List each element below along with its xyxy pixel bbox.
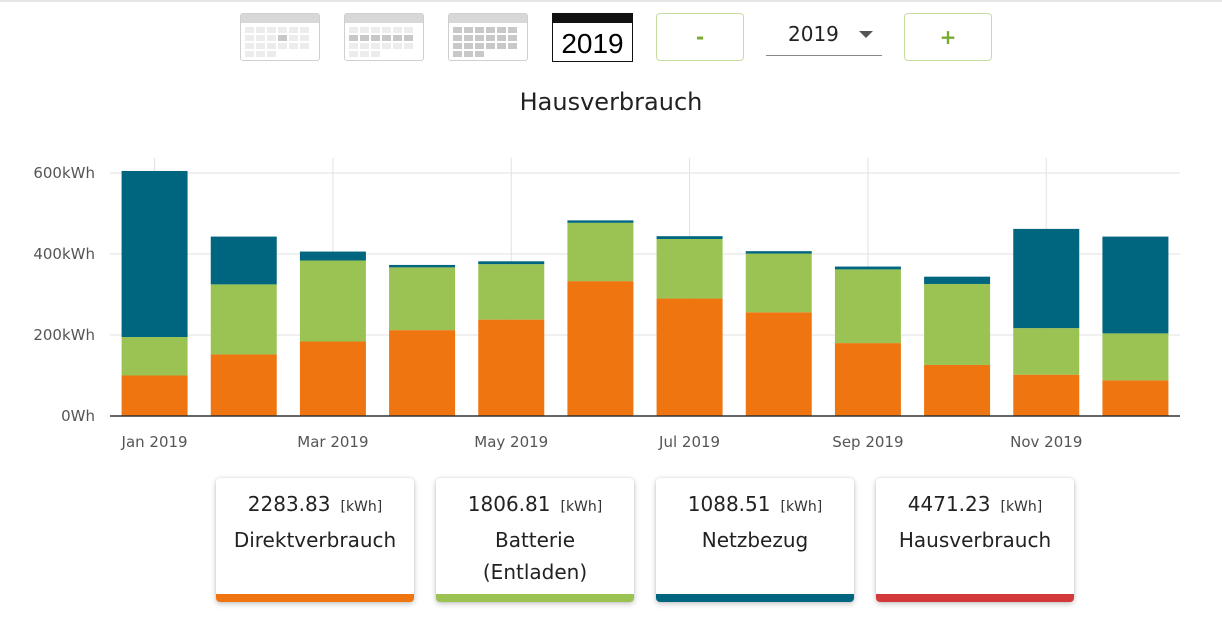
year-view-calendar-icon[interactable]: 2019 xyxy=(552,13,633,62)
bar-netzbezug xyxy=(121,170,188,338)
next-year-button[interactable]: + xyxy=(904,13,992,61)
bar-netzbezug xyxy=(389,264,456,268)
bar-direktverbrauch xyxy=(389,330,456,416)
bar-direktverbrauch xyxy=(1102,380,1169,416)
bar-direktverbrauch xyxy=(924,364,991,416)
card-color-bar xyxy=(436,594,634,602)
card-value: 1088.51 xyxy=(687,492,771,516)
bar-direktverbrauch xyxy=(210,354,277,416)
bar-batterie-entladen xyxy=(834,269,901,344)
bar-batterie-entladen xyxy=(478,264,545,320)
bar-direktverbrauch xyxy=(478,319,545,416)
year-select[interactable]: 2019 xyxy=(766,14,882,56)
summary-card-netzbezug: 1088.51 [kWh] Netzbezug xyxy=(656,478,854,602)
x-tick-label: Jul 2019 xyxy=(658,433,720,451)
bar-netzbezug xyxy=(924,276,991,284)
bar-direktverbrauch xyxy=(656,298,723,416)
year-icon-label: 2019 xyxy=(561,28,624,59)
x-tick-label: Nov 2019 xyxy=(1010,433,1082,451)
calendar-cap xyxy=(553,14,632,23)
x-tick-label: Jan 2019 xyxy=(121,433,188,451)
bar-direktverbrauch xyxy=(834,343,901,416)
card-label: Netzbezug xyxy=(701,528,809,552)
card-color-bar xyxy=(656,594,854,602)
card-value: 2283.83 xyxy=(247,492,331,516)
week-view-calendar-icon[interactable] xyxy=(344,13,424,61)
bar-netzbezug xyxy=(299,251,366,261)
bar-direktverbrauch xyxy=(567,281,634,416)
summary-card-hausverbrauch: 4471.23 [kWh] Hausverbrauch xyxy=(876,478,1074,602)
y-tick-label: 400kWh xyxy=(33,245,95,263)
bar-batterie-entladen xyxy=(656,239,723,299)
chevron-down-icon xyxy=(859,31,873,38)
y-tick-label: 600kWh xyxy=(33,164,95,182)
card-unit: [kWh] xyxy=(560,499,603,515)
top-divider xyxy=(0,0,1222,2)
previous-year-button[interactable]: - xyxy=(656,13,744,61)
x-tick-label: Mar 2019 xyxy=(297,433,368,451)
card-value: 1806.81 xyxy=(467,492,551,516)
bar-batterie-entladen xyxy=(924,283,991,365)
bar-netzbezug xyxy=(1013,228,1080,329)
year-select-value: 2019 xyxy=(788,22,839,46)
stacked-bar-chart: 0Wh 200kWh 400kWh 600kWh Jan 2019 Mar 2019 May… xyxy=(33,158,1180,451)
bar-netzbezug xyxy=(567,220,634,223)
card-unit: [kWh] xyxy=(780,499,823,515)
card-label: Direktverbrauch xyxy=(233,528,397,552)
month-view-calendar-icon[interactable] xyxy=(448,13,528,61)
card-color-bar xyxy=(876,594,1074,602)
bar-batterie-entladen xyxy=(299,260,366,342)
bar-netzbezug xyxy=(210,236,277,285)
x-tick-label: Sep 2019 xyxy=(832,433,903,451)
summary-card-batterie: 1806.81 [kWh] Batterie (Entladen) xyxy=(436,478,634,602)
day-view-calendar-icon[interactable] xyxy=(240,13,320,61)
bar-direktverbrauch xyxy=(121,375,188,416)
bar-batterie-entladen xyxy=(745,253,812,313)
bar-netzbezug xyxy=(745,251,812,254)
card-unit: [kWh] xyxy=(340,499,383,515)
bar-direktverbrauch xyxy=(745,312,812,416)
bar-netzbezug xyxy=(1102,236,1169,334)
bar-batterie-entladen xyxy=(1013,328,1080,375)
card-label: Hausverbrauch xyxy=(898,528,1052,552)
card-label: Batterie (Entladen) xyxy=(482,528,588,584)
bar-batterie-entladen xyxy=(389,267,456,331)
bar-netzbezug xyxy=(656,236,723,240)
summary-card-direktverbrauch: 2283.83 [kWh] Direktverbrauch xyxy=(216,478,414,602)
card-unit: [kWh] xyxy=(1000,499,1043,515)
bar-batterie-entladen xyxy=(121,337,188,376)
bar-direktverbrauch xyxy=(1013,374,1080,416)
y-tick-label: 200kWh xyxy=(33,326,95,344)
bar-batterie-entladen xyxy=(210,284,277,355)
x-tick-label: May 2019 xyxy=(474,433,548,451)
bar-batterie-entladen xyxy=(567,222,634,282)
card-color-bar xyxy=(216,594,414,602)
bar-batterie-entladen xyxy=(1102,333,1169,381)
bar-netzbezug xyxy=(834,266,901,270)
card-value: 4471.23 xyxy=(907,492,991,516)
bar-direktverbrauch xyxy=(299,341,366,416)
bar-netzbezug xyxy=(478,261,545,265)
y-tick-label: 0Wh xyxy=(61,407,95,425)
chart-title: Hausverbrauch xyxy=(519,88,703,116)
